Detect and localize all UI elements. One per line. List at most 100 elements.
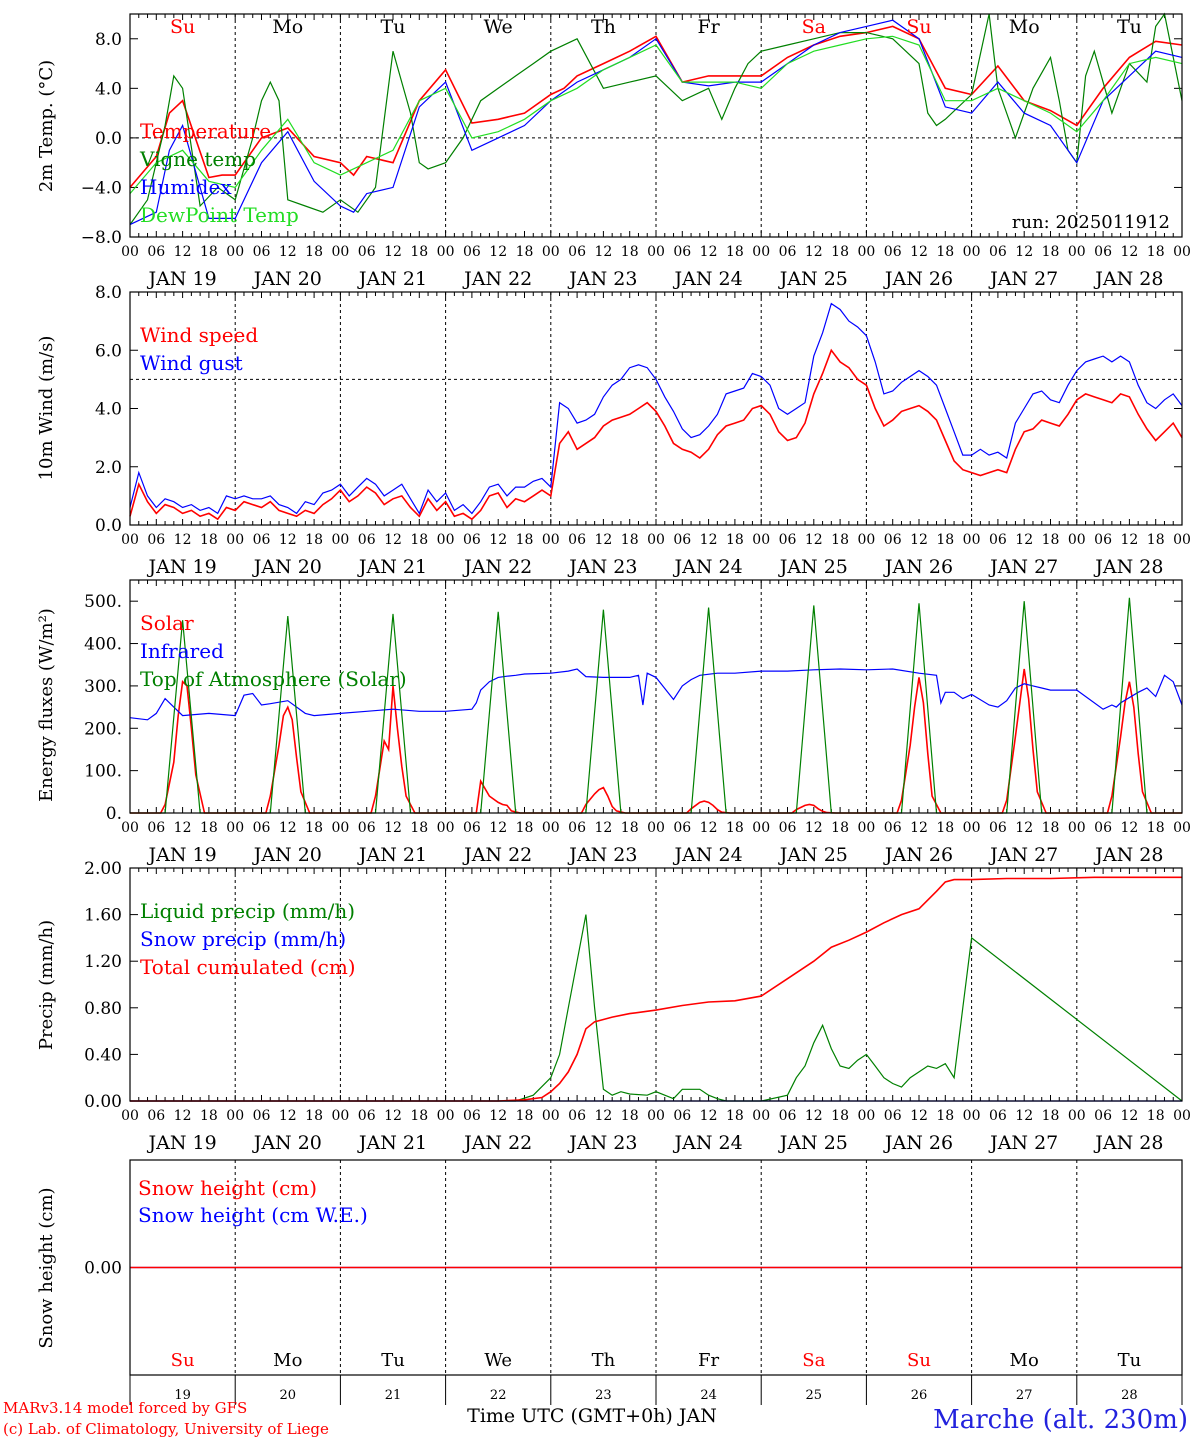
hour-label: 00 [437,1108,455,1124]
y-axis-label: 10m Wind (m/s) [36,336,57,481]
date-label: JAN 27 [988,556,1058,578]
hour-label: 18 [831,820,849,836]
hour-label: 18 [516,820,534,836]
legend-entry: Liquid precip (mm/h) [140,899,355,923]
date-label: JAN 28 [1093,844,1163,866]
hour-label: 00 [963,244,981,260]
date-label: JAN 26 [883,268,953,290]
y-tick-label: 0.00 [84,1092,122,1112]
hour-label: 00 [226,1108,244,1124]
hour-label: 00 [752,1108,770,1124]
hour-label: 00 [647,532,665,548]
hour-label: 18 [621,244,639,260]
hour-label: 00 [752,244,770,260]
run-annotation: run: 2025011912 [1012,212,1170,233]
panel-2: 0.0 2.0 4.0 6.0 8.0 10m Wind (m/s) Wind speed W… [36,283,1191,578]
hour-label: 00 [1173,532,1191,548]
hour-label: 12 [489,532,507,548]
hour-label: 06 [779,820,797,836]
date-label: JAN 27 [988,1132,1058,1154]
date-label: JAN 27 [988,844,1058,866]
date-label: JAN 20 [252,1132,322,1154]
y-tick-label: 500. [84,592,122,612]
legend-entry: Wind gust [140,351,243,375]
hour-label: 18 [831,244,849,260]
y-tick-label: 4.0 [95,79,122,99]
hour-label: 06 [463,1108,481,1124]
y-tick-label: 8.0 [95,30,122,50]
hour-label: 06 [1094,244,1112,260]
hour-label: 12 [279,244,297,260]
series-line-temperature [129,25,1183,188]
hour-label: 00 [1173,1108,1191,1124]
hour-label: 12 [700,1108,718,1124]
weekday-label: Tu [381,16,406,38]
hour-label: 12 [910,1108,928,1124]
series-line-dewpoint-temp [129,35,1183,194]
hour-label: 18 [1042,1108,1060,1124]
hour-label: 06 [673,244,691,260]
hour-label: 06 [779,244,797,260]
panel-1: −8.0 −4.0 0.0 4.0 8.0 2m Temp. (°C) Temperatur… [36,12,1191,290]
hour-label: 06 [673,532,691,548]
legend-entry: Temperature [140,119,271,143]
hour-label: 18 [200,820,218,836]
hour-label: 06 [568,820,586,836]
hour-label: 00 [437,244,455,260]
y-tick-label: 300. [84,677,122,697]
day-number: 19 [174,1388,191,1403]
hour-label: 06 [463,820,481,836]
hour-label: 00 [1173,244,1191,260]
hour-label: 00 [121,820,139,836]
plot-frame [129,867,1183,1102]
weekday-label: Sa [802,16,826,38]
hour-label: 06 [358,532,376,548]
legend-entry: Vigne temp [139,147,256,171]
hour-label: 00 [437,532,455,548]
weekday-label: Mo [1009,16,1040,38]
y-axis-label: Energy fluxes (W/m²) [36,608,57,802]
y-axis-label: Snow height (cm) [36,1187,57,1348]
hour-label: 18 [831,1108,849,1124]
hour-label: 06 [358,1108,376,1124]
date-label: JAN 27 [988,268,1058,290]
hour-label: 06 [673,1108,691,1124]
day-number: 23 [595,1388,612,1403]
hour-label: 18 [1042,820,1060,836]
hour-label: 18 [305,532,323,548]
hour-label: 06 [884,1108,902,1124]
hour-label: 06 [568,1108,586,1124]
footer-model-line1: MARv3.14 model forced by GFS [3,1399,247,1417]
hour-label: 12 [805,820,823,836]
date-label: JAN 20 [252,556,322,578]
hour-label: 12 [805,244,823,260]
y-tick-label: −4.0 [81,178,122,198]
hour-label: 12 [910,244,928,260]
weekday-label: Tu [381,1350,405,1371]
hour-label: 18 [621,532,639,548]
hour-label: 06 [673,820,691,836]
y-tick-label: 100. [84,762,122,782]
date-label: JAN 25 [778,556,848,578]
y-tick-label: 6.0 [95,341,122,361]
hour-label: 00 [331,820,349,836]
hour-label: 06 [779,1108,797,1124]
hour-label: 18 [516,1108,534,1124]
day-number: 26 [911,1388,928,1403]
day-number: 20 [280,1388,297,1403]
hour-label: 12 [1015,532,1033,548]
hour-label: 18 [726,532,744,548]
hour-label: 18 [410,1108,428,1124]
hour-label: 12 [1120,532,1138,548]
legend-entry: Total cumulated (cm) [140,955,356,979]
date-label: JAN 25 [778,268,848,290]
hour-label: 18 [936,1108,954,1124]
hour-label: 12 [805,532,823,548]
y-tick-label: 2.0 [95,458,122,478]
hour-label: 06 [884,244,902,260]
hour-label: 18 [936,820,954,836]
hour-label: 12 [384,532,402,548]
hour-label: 12 [594,820,612,836]
day-number: 25 [806,1388,823,1403]
